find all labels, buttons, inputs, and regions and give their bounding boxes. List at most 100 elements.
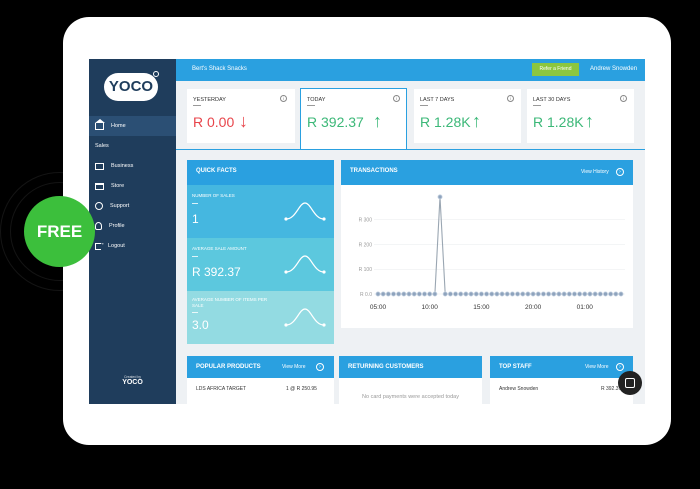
stat-card-yesterday[interactable]: YESTERDAY i R 0.00 ↓ [187, 89, 295, 143]
chevron-right-icon[interactable]: › [616, 363, 624, 371]
data-point [556, 291, 562, 297]
sidebar-item-store[interactable]: Store [89, 176, 176, 196]
staff-sales: R 392.37 [601, 386, 622, 392]
popular-products-card: POPULAR PRODUCTS View More › LDS AFRICA … [187, 356, 334, 404]
data-point [602, 291, 608, 297]
sidebar-item-business[interactable]: Business [89, 156, 176, 176]
quick-fact-label: AVERAGE NUMBER OF ITEMS PER SALE [192, 297, 268, 308]
data-point [546, 291, 552, 297]
returning-customers-header: RETURNING CUSTOMERS [339, 356, 482, 378]
sidebar: YOCO Home Sales Business Store Support P… [89, 59, 176, 404]
arrow-down-icon: ↓ [239, 111, 248, 131]
stat-card-last-7-days[interactable]: LAST 7 DAYS i R 1.28K ↑ [414, 89, 521, 143]
data-point [401, 291, 407, 297]
info-icon[interactable]: i [620, 95, 627, 102]
data-point [499, 291, 505, 297]
footer-brand: YOCO [122, 379, 143, 386]
sidebar-item-home[interactable]: Home [89, 116, 176, 136]
sidebar-item-label: Profile [109, 223, 125, 229]
data-point [540, 291, 546, 297]
info-icon[interactable]: i [507, 95, 514, 102]
view-history-link[interactable]: View History [581, 169, 609, 175]
sparkline-icon [284, 255, 326, 274]
data-point [494, 291, 500, 297]
stat-value: R 1.28K [533, 114, 584, 130]
data-point [489, 291, 495, 297]
refer-friend-button[interactable]: Refer a Friend [532, 63, 579, 76]
card-title: POPULAR PRODUCTS [196, 364, 261, 370]
sidebar-item-support[interactable]: Support [89, 196, 176, 216]
data-point [587, 291, 593, 297]
stat-label: YESTERDAY [193, 97, 226, 103]
view-more-link[interactable]: View More [282, 364, 306, 370]
product-name: LDS AFRICA TARGET [196, 386, 247, 392]
user-name[interactable]: Andrew Snowden [590, 66, 638, 72]
shop-name: Bert's Shack Snacks [192, 66, 247, 72]
data-point [463, 291, 469, 297]
sidebar-item-logout[interactable]: Logout [89, 236, 176, 256]
data-point [385, 291, 391, 297]
store-icon [95, 182, 104, 190]
data-point [411, 291, 417, 297]
data-point [396, 291, 402, 297]
data-point [375, 291, 381, 297]
arrow-up-icon: ↑ [585, 111, 594, 131]
created-by-text: Created by [123, 375, 142, 379]
data-point [515, 291, 521, 297]
card-title: TOP STAFF [499, 364, 532, 370]
logout-icon [95, 240, 105, 250]
stat-card-today[interactable]: TODAY i R 392.37 ↑ [300, 88, 407, 149]
data-point [571, 291, 577, 297]
quick-fact-average-sale-amount: AVERAGE SALE AMOUNT R 392.37 [187, 238, 334, 291]
chat-icon [625, 378, 635, 388]
home-icon [95, 118, 105, 130]
stat-label: LAST 30 DAYS [533, 97, 571, 103]
data-point [597, 291, 603, 297]
chevron-right-icon[interactable]: › [316, 363, 324, 371]
chevron-right-icon[interactable]: › [616, 168, 624, 176]
x-tick-label: 05:00 [370, 304, 387, 311]
briefcase-icon [95, 162, 104, 170]
chat-button[interactable] [618, 371, 642, 395]
sidebar-item-label: Home [111, 123, 126, 129]
sidebar-item-label: Business [111, 163, 134, 169]
stat-card-last-30-days[interactable]: LAST 30 DAYS i R 1.28K ↑ [527, 89, 634, 143]
stat-value: R 1.28K [420, 114, 471, 130]
divider [533, 105, 541, 106]
quick-fact-value: 3.0 [192, 318, 209, 332]
y-tick-label: R 200 [359, 242, 373, 248]
yoco-logo[interactable]: YOCO [104, 73, 158, 101]
transactions-chart: R 0.0 R 100 R 200 R 300 05:00 10:00 15:00 20:00… [359, 194, 625, 311]
product-sales: 1 @ R 250.95 [286, 386, 317, 392]
data-point [577, 291, 583, 297]
quick-fact-number-of-sales: NUMBER OF SALES 1 [187, 185, 334, 238]
data-point [437, 194, 443, 200]
top-staff-header: TOP STAFF View More › [490, 356, 633, 378]
data-point [473, 291, 479, 297]
stat-value: R 392.37 [307, 114, 364, 130]
data-point [535, 291, 541, 297]
x-tick-label: 10:00 [422, 304, 439, 311]
data-point [380, 291, 386, 297]
stat-label: TODAY [307, 97, 326, 103]
data-point [613, 291, 619, 297]
data-point [416, 291, 422, 297]
sidebar-item-sales[interactable]: Sales [89, 136, 176, 156]
data-point [525, 291, 531, 297]
divider [420, 105, 428, 106]
quick-facts-header: QUICK FACTS [187, 160, 334, 185]
sidebar-item-profile[interactable]: Profile [89, 216, 176, 236]
stats-divider [176, 149, 645, 150]
view-more-link[interactable]: View More [585, 364, 609, 370]
empty-message: No card payments were accepted today [362, 394, 459, 400]
info-icon[interactable]: i [280, 95, 287, 102]
data-point [504, 291, 510, 297]
divider [192, 256, 198, 257]
data-point [432, 291, 438, 297]
divider [193, 105, 201, 106]
divider [307, 105, 315, 106]
x-tick-label: 01:00 [577, 304, 594, 311]
info-icon[interactable]: i [393, 95, 400, 102]
data-point [447, 291, 453, 297]
data-point [592, 291, 598, 297]
